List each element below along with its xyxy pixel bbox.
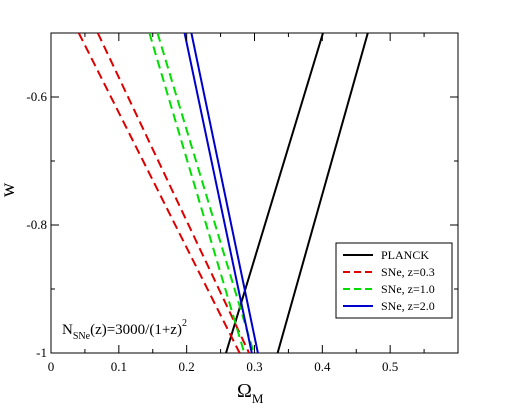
legend-label-2: SNe, z=1.0 [381,282,435,296]
series-0-line-0 [225,33,324,353]
y-tick-label-2: -0.6 [26,89,47,104]
y-axis-title: w [0,182,19,197]
annotation-mid: (z)=3000/(1+z) [90,322,182,338]
x-tick-label-0: 0 [48,359,55,374]
x-tick-label-1: 0.1 [111,359,127,374]
series-2-line-1 [156,33,255,353]
legend-label-3: SNe, z=2.0 [381,299,435,313]
series-1-line-0 [77,33,241,353]
ticks-layer: 0 0.1 0.2 0.3 0.4 0.5 -1 -0.8 -0.6 [26,33,458,374]
legend: PLANCK SNe, z=0.3 SNe, z=1.0 SNe, z=2.0 [335,242,453,319]
series-layer [77,33,369,353]
series-3-line-0 [183,33,253,353]
series-1-line-1 [96,33,251,353]
legend-label-1: SNe, z=0.3 [381,265,435,279]
series-0-line-1 [276,33,369,353]
x-tick-label-3: 0.3 [246,359,262,374]
y-tick-label-0: -1 [36,345,47,360]
series-3-line-1 [190,33,259,353]
x-tick-label-5: 0.5 [382,359,398,374]
x-axis-title-main: Ω [237,380,252,402]
x-tick-label-4: 0.4 [314,359,331,374]
annotation-label: NSNe(z)=3000/(1+z)2 [62,318,187,342]
x-tick-label-2: 0.2 [179,359,195,374]
annotation-prefix: N [62,322,73,338]
y-tick-label-1: -0.8 [26,217,47,232]
legend-label-0: PLANCK [381,248,429,262]
x-axis-title-sub: M [252,391,264,406]
annotation-sup: 2 [182,318,187,329]
annotation-sub: SNe [73,331,91,342]
series-2-line-0 [148,33,246,353]
x-axis-title: ΩM [237,380,264,406]
